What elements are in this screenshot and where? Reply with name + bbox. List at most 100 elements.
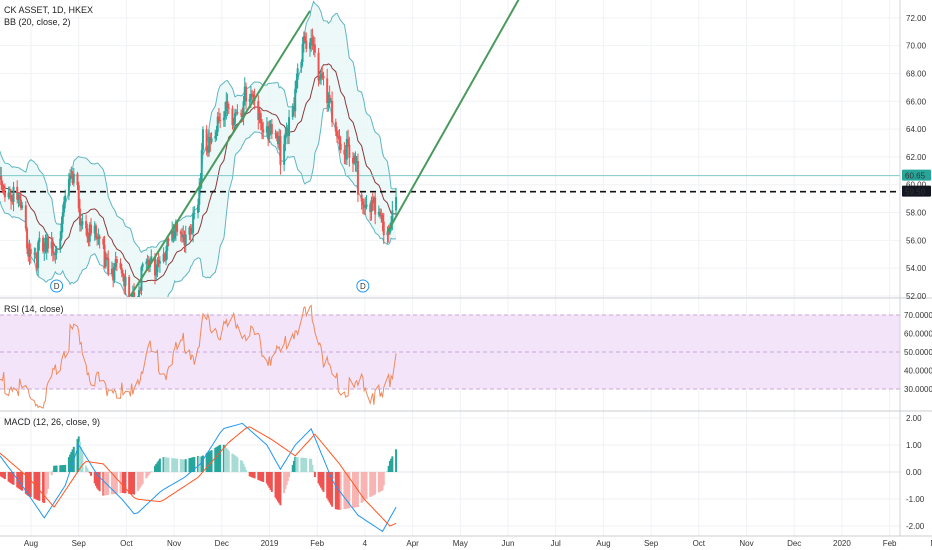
time-axis[interactable]: Aug Sep Oct Nov Dec 2019 Feb 4 Apr May Jun Jul Aug Se… [24, 539, 932, 548]
macd-histogram-bar [329, 472, 332, 505]
candle-body [201, 129, 204, 150]
time-tick-label: Mar [930, 539, 932, 548]
macd-histogram-bar [141, 472, 144, 484]
macd-histogram-bar [386, 470, 389, 472]
price-tick-label: 54.00 [906, 264, 927, 273]
candle-body [70, 175, 73, 177]
macd-histogram-bar [137, 472, 140, 490]
macd-histogram-bar [365, 472, 368, 500]
macd-histogram-bar [156, 462, 159, 472]
time-tick-label: Sep [72, 539, 87, 548]
time-tick-label: 2020 [833, 539, 851, 548]
macd-histogram-bar [3, 472, 6, 480]
macd-histogram-bar [344, 472, 347, 509]
macd-histogram-bar [308, 458, 311, 472]
candle-body [11, 200, 14, 203]
macd-line [0, 422, 397, 533]
macd-histogram-bar [29, 472, 32, 498]
macd-panel [0, 422, 900, 533]
candle-body [269, 124, 272, 128]
dividend-marker[interactable] [50, 279, 64, 293]
macd-histogram-bar [128, 472, 131, 494]
candle-body [305, 40, 308, 49]
candle-body [242, 101, 245, 119]
macd-histogram-bar [171, 458, 174, 472]
macd-histogram-bar [53, 465, 56, 472]
candle-body [97, 236, 100, 240]
candle-body [78, 208, 81, 225]
rsi-axis[interactable]: 30.0000 40.0000 50.0000 60.0000 70.0000 [904, 311, 932, 394]
candle-body [252, 94, 255, 97]
candle-body [51, 241, 54, 254]
candle-body [166, 239, 169, 251]
macd-histogram-bar [249, 472, 252, 477]
symbol-title[interactable]: CK ASSET, 1D, HKEX [4, 5, 93, 15]
macd-histogram-bar [395, 449, 398, 472]
candle-body [34, 253, 37, 255]
macd-histogram-bar [318, 472, 321, 486]
macd-histogram-bar [262, 472, 265, 482]
candle-body [44, 242, 47, 252]
price-tick-label: 68.00 [906, 69, 927, 78]
candle-body [129, 308, 131, 309]
candle-body [225, 101, 228, 112]
macd-histogram-bar [130, 472, 133, 495]
macd-indicator-label[interactable]: MACD (12, 26, close, 9) [4, 417, 100, 427]
macd-histogram-bar [189, 457, 192, 472]
macd-histogram-bar [253, 472, 256, 479]
macd-tick-label: -1.00 [906, 495, 925, 504]
candle-body [345, 138, 348, 160]
macd-histogram-bar [1, 472, 4, 478]
time-tick-label: Apr [406, 539, 419, 548]
candle-body [371, 200, 374, 204]
candle-body [18, 195, 21, 200]
candle-body [216, 116, 219, 133]
macd-histogram-bar [283, 472, 286, 494]
candle-body [114, 259, 117, 267]
candle-body [182, 234, 185, 238]
macd-histogram-bar [146, 472, 149, 477]
candle-body [251, 93, 254, 95]
signal-line [0, 426, 397, 527]
candle-body [295, 79, 298, 89]
candle-body [395, 196, 398, 211]
candle-body [183, 234, 186, 246]
candle-body [80, 224, 83, 226]
bb-indicator-label[interactable]: BB (20, close, 2) [4, 17, 71, 27]
macd-histogram-bar [26, 472, 29, 495]
rsi-indicator-label[interactable]: RSI (14, close) [4, 304, 64, 314]
candle-body [352, 157, 355, 164]
macd-histogram-bar [390, 458, 393, 472]
macd-histogram-bar [208, 451, 211, 472]
macd-histogram-bar [215, 447, 218, 472]
rsi-tick-label: 30.0000 [904, 385, 932, 394]
macd-histogram-bar [339, 472, 342, 510]
candle-body [162, 253, 165, 262]
price-tick-label: 64.00 [906, 125, 927, 134]
candle-body [3, 192, 6, 198]
candle-body [208, 136, 211, 153]
macd-histogram-bar [81, 452, 84, 472]
macd-histogram-bar [327, 472, 330, 501]
dividend-marker[interactable] [356, 279, 370, 293]
candle-body [93, 225, 96, 234]
trend-line[interactable] [386, 0, 543, 233]
candle-body [284, 133, 287, 145]
price-axis[interactable]: 52.00 54.00 56.00 58.00 60.00 62.00 64.00 66.00… [906, 14, 927, 301]
macd-histogram-bar [353, 472, 356, 508]
macd-histogram-bar [245, 469, 247, 472]
macd-histogram-bar [43, 472, 46, 503]
macd-histogram-bar [21, 472, 24, 491]
macd-histogram-bar [286, 472, 289, 482]
candle-body [336, 131, 339, 136]
trend-line[interactable] [129, 10, 311, 297]
macd-histogram-bar [240, 460, 243, 472]
candle-body [176, 221, 179, 232]
macd-histogram-bar [259, 472, 262, 481]
candle-body [198, 186, 201, 205]
macd-histogram-bar [242, 464, 245, 472]
candle-body [115, 259, 118, 263]
macd-histogram-bar [328, 472, 331, 503]
candle-body [128, 276, 131, 297]
macd-axis[interactable]: -2.00 -1.00 0.00 1.00 2.00 [906, 414, 925, 531]
